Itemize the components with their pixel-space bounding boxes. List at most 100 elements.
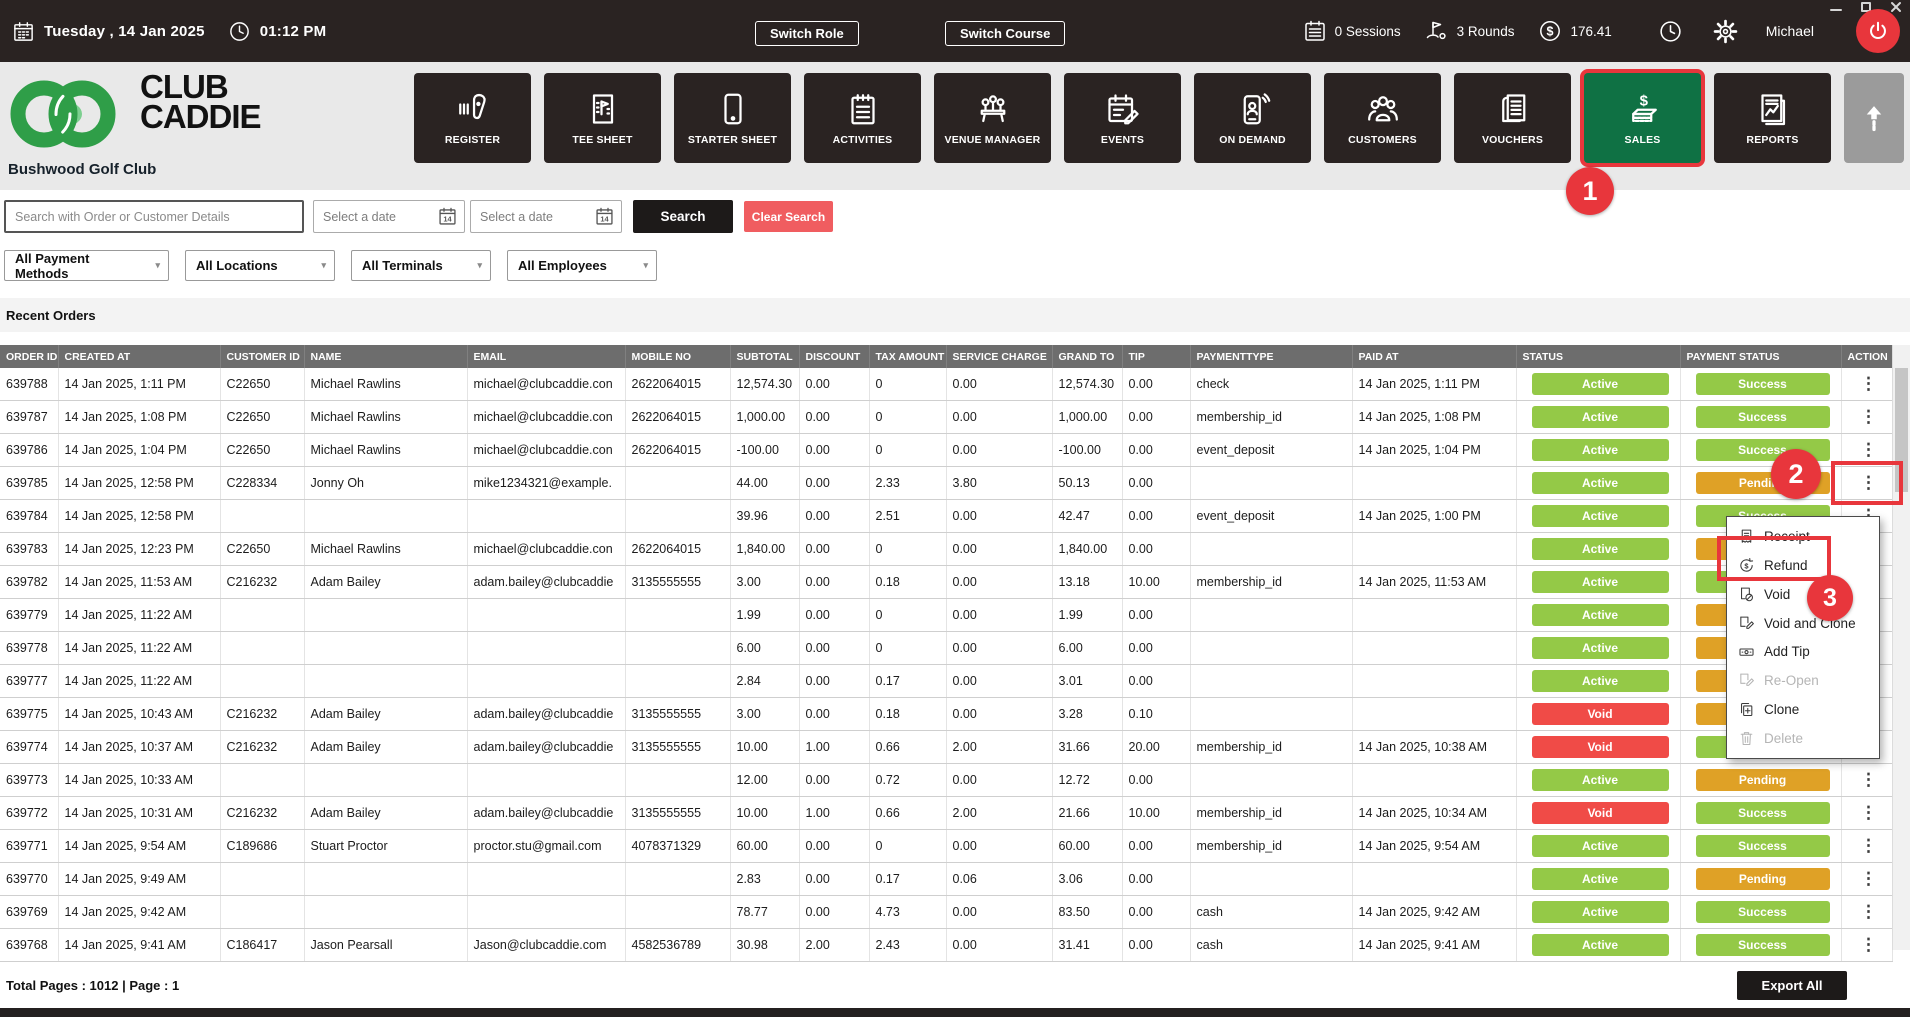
kebab-menu-icon[interactable]: ⋮ [1860, 374, 1877, 393]
rounds-chip[interactable]: 3 Rounds [1425, 19, 1514, 43]
cell-subtotal: 39.96 [730, 499, 800, 533]
cell-payment-type [1190, 466, 1353, 500]
nav-venue-manager[interactable]: VENUE MANAGER [934, 73, 1051, 163]
menu-item-void[interactable]: Void [1727, 581, 1879, 608]
cell-id: 639775 [0, 697, 59, 731]
menu-item-label: Void [1764, 586, 1791, 602]
cell-status: Active [1516, 368, 1681, 401]
cell-tax: 0 [869, 400, 947, 434]
cell-tax: 2.33 [869, 466, 947, 500]
datepicker-calendar-icon[interactable]: 14 [594, 206, 615, 227]
clubcaddie-logo[interactable] [6, 68, 132, 160]
cell-subtotal: 2.84 [730, 664, 800, 698]
nav-vouchers[interactable]: VOUCHERS [1454, 73, 1571, 163]
cell-action: ⋮ [1841, 928, 1893, 962]
cell-customer-id: C189686 [220, 829, 305, 863]
filter-all-terminals[interactable]: All Terminals ▾ [351, 250, 491, 281]
kebab-menu-icon[interactable]: ⋮ [1860, 803, 1877, 822]
kebab-menu-icon[interactable]: ⋮ [1860, 407, 1877, 426]
datepicker-calendar-icon[interactable]: 14 [437, 206, 458, 227]
nav-tee-sheet[interactable]: TEE SHEET [544, 73, 661, 163]
table-row: 639777 14 Jan 2025, 11:22 AM 2.84 0.00 0.17 0… [0, 664, 1893, 698]
minimize-icon[interactable] [1830, 1, 1842, 13]
kebab-menu-icon[interactable]: ⋮ [1860, 440, 1877, 459]
kebab-menu-icon[interactable]: ⋮ [1860, 902, 1877, 921]
date-to-input[interactable] [480, 209, 594, 224]
cell-subtotal: 30.98 [730, 928, 800, 962]
nav-starter-sheet[interactable]: STARTER SHEET [674, 73, 791, 163]
svg-text:$: $ [1639, 92, 1648, 109]
filter-all-payment-methods[interactable]: All Payment Methods ▾ [4, 250, 169, 281]
nav-sales[interactable]: $ SALES [1584, 73, 1701, 163]
cell-paid-at [1352, 763, 1517, 797]
cell-action: ⋮ [1841, 433, 1893, 467]
close-icon[interactable] [1890, 1, 1902, 13]
menu-item-void-and-clone[interactable]: Void and Clone [1727, 610, 1879, 637]
payment-status-badge: Success [1695, 802, 1830, 824]
date-from-field[interactable]: 14 [313, 200, 465, 233]
scroll-top-button[interactable] [1844, 73, 1904, 163]
cell-email [467, 895, 626, 929]
kebab-menu-icon[interactable]: ⋮ [1860, 869, 1877, 888]
logged-in-user[interactable]: Michael [1765, 23, 1814, 39]
order-context-menu: Receipt $ Refund Void Void and Clone Add Tip R… [1726, 516, 1880, 759]
nav-activities[interactable]: ACTIVITIES [804, 73, 921, 163]
logout-power-button[interactable] [1856, 9, 1900, 53]
menu-item-add-tip[interactable]: Add Tip [1727, 638, 1879, 665]
cell-email: proctor.stu@gmail.com [467, 829, 626, 863]
cell-id: 639787 [0, 400, 59, 434]
date-to-field[interactable]: 14 [470, 200, 622, 233]
cell-customer-id [220, 895, 305, 929]
cell-tip: 0.00 [1122, 664, 1191, 698]
date-from-input[interactable] [323, 209, 437, 224]
cell-email [467, 598, 626, 632]
cell-service-charge: 0.06 [946, 862, 1053, 896]
cell-paid-at: 14 Jan 2025, 9:54 AM [1352, 829, 1517, 863]
titlebar-datetime: Tuesday , 14 Jan 2025 01:12 PM [12, 0, 326, 62]
vouchers-icon [1495, 91, 1531, 127]
cell-email: adam.bailey@clubcaddie [467, 565, 626, 599]
status-badge: Active [1531, 934, 1669, 956]
cell-service-charge: 0.00 [946, 400, 1053, 434]
kebab-menu-icon[interactable]: ⋮ [1860, 473, 1877, 492]
balance-chip[interactable]: $ 176.41 [1538, 19, 1612, 43]
nav-events[interactable]: EVENTS [1064, 73, 1181, 163]
col-tax-amount: TAX AMOUNT [869, 345, 947, 368]
cell-status: Active [1516, 862, 1681, 896]
table-scrollbar[interactable] [1892, 345, 1910, 950]
sessions-chip[interactable]: 0 Sessions [1303, 19, 1401, 43]
cell-tip: 0.00 [1122, 763, 1191, 797]
menu-item-receipt[interactable]: Receipt [1727, 523, 1879, 550]
nav-reports[interactable]: REPORTS [1714, 73, 1831, 163]
nav-label: REGISTER [444, 133, 501, 146]
gear-icon[interactable] [1713, 19, 1738, 44]
filter-all-employees[interactable]: All Employees ▾ [507, 250, 657, 281]
filter-all-locations[interactable]: All Locations ▾ [185, 250, 335, 281]
kebab-menu-icon[interactable]: ⋮ [1860, 836, 1877, 855]
export-all-button[interactable]: Export All [1737, 971, 1847, 1000]
switch-role-button[interactable]: Switch Role [755, 21, 859, 46]
cell-created: 14 Jan 2025, 12:58 PM [58, 499, 221, 533]
cell-customer-id: C216232 [220, 565, 305, 599]
nav-register[interactable]: REGISTER [414, 73, 531, 163]
scrollbar-thumb[interactable] [1895, 368, 1908, 492]
kebab-menu-icon[interactable]: ⋮ [1860, 935, 1877, 954]
kebab-menu-icon[interactable]: ⋮ [1860, 770, 1877, 789]
menu-item-refund[interactable]: $ Refund [1727, 552, 1879, 579]
cell-grand-total: 12,574.30 [1052, 368, 1123, 401]
switch-course-button[interactable]: Switch Course [945, 21, 1066, 46]
search-input[interactable] [4, 200, 304, 233]
nav-customers[interactable]: CUSTOMERS [1324, 73, 1441, 163]
cell-tip: 0.00 [1122, 532, 1191, 566]
nav-on-demand[interactable]: ON DEMAND [1194, 73, 1311, 163]
search-button[interactable]: Search [633, 200, 733, 233]
status-badge: Active [1531, 670, 1669, 692]
cell-discount: 0.00 [799, 400, 870, 434]
history-clock-icon[interactable] [1658, 19, 1683, 44]
col-paymenttype: PAYMENTTYPE [1190, 345, 1353, 368]
menu-item-clone[interactable]: Clone [1727, 696, 1879, 723]
table-row: 639778 14 Jan 2025, 11:22 AM 6.00 0.00 0 0.00… [0, 631, 1893, 665]
activities-icon [845, 91, 881, 127]
cell-created: 14 Jan 2025, 10:37 AM [58, 730, 221, 764]
clear-search-button[interactable]: Clear Search [744, 201, 833, 232]
